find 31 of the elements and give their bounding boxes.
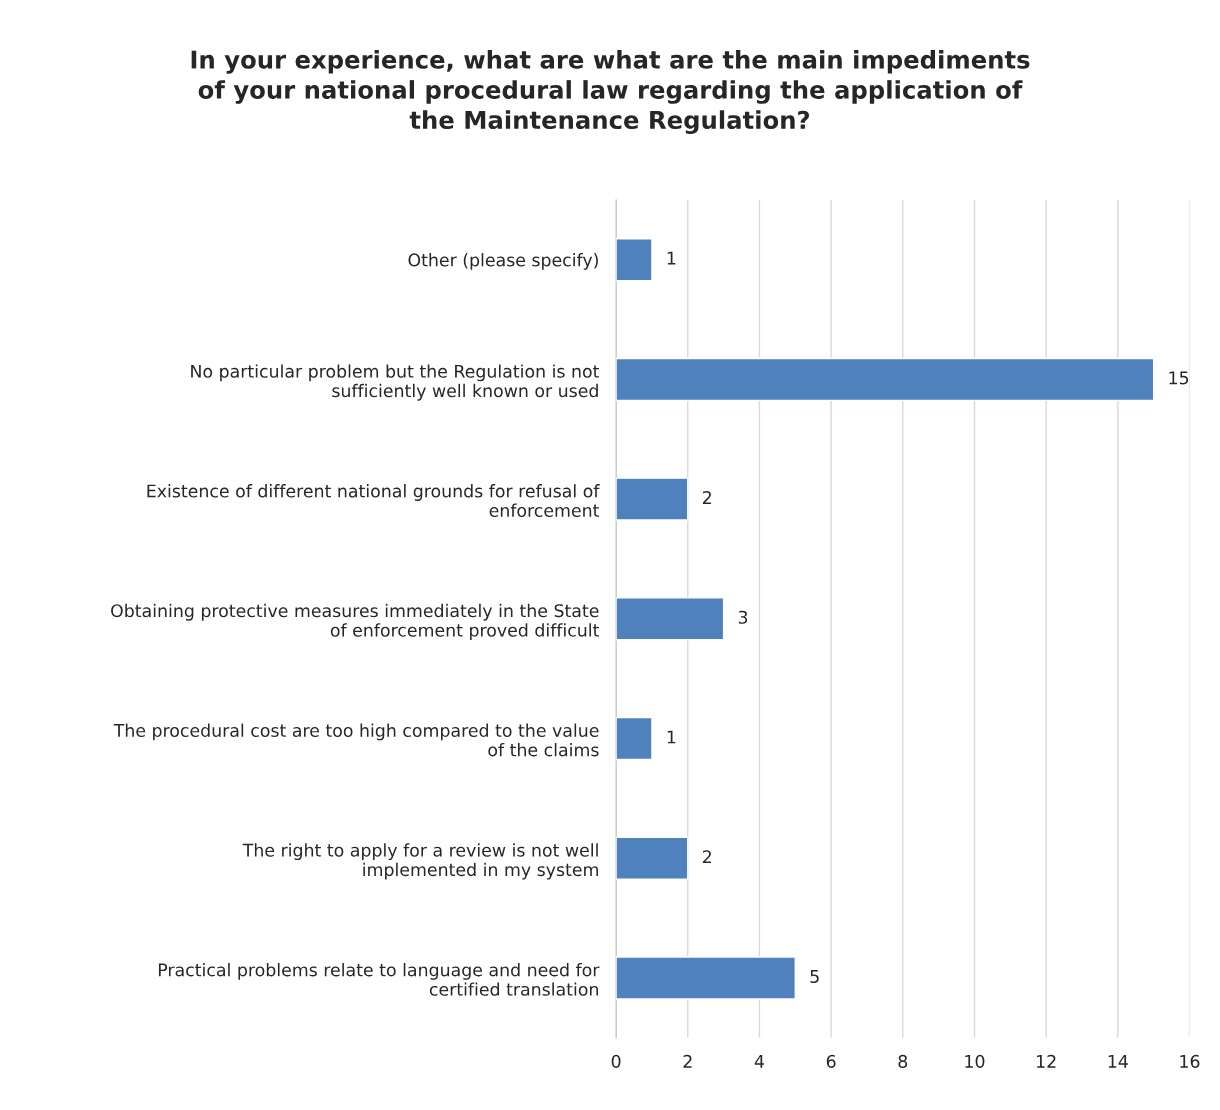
bar [616,477,689,521]
x-tick-label: 16 [1180,1054,1200,1068]
x-tick-label: 10 [965,1054,985,1068]
data-label: 15 [1169,371,1189,385]
x-tick-label: 6 [826,1054,836,1068]
bar [616,597,725,641]
x-tick-label: 0 [611,1054,621,1068]
bar [616,357,1155,402]
bar [616,238,653,282]
data-label: 1 [667,730,676,744]
y-tick-label: The right to apply for a review is not well implemented in my system [242,843,598,880]
y-tick-label: Practical problems relate to language and need for certified translation [158,962,600,996]
x-tick-label: 12 [1037,1054,1056,1068]
chart-title: In your experience, what are what are the main impediments of your national procedural law regarding the application of the Maintenance Regulation? [191,49,1030,135]
y-tick-label: Other (please specify) [408,253,598,270]
data-label: 3 [738,610,748,624]
x-tick-label: 8 [898,1054,908,1068]
bar [616,956,796,1000]
y-tick-label: No particular problem but the Regulation is not sufficiently well known or used [191,364,600,401]
bar [616,836,689,880]
x-tick-label: 4 [754,1055,764,1068]
y-tick-label: The procedural cost are too high compared to the value of the claims [113,723,599,757]
y-tick-label: Obtaining protective measures immediately in the State of enforcement proved difficult [111,603,600,641]
bar [616,716,653,761]
x-tick-label: 14 [1108,1055,1128,1068]
x-tick-label: 2 [683,1054,692,1068]
y-tick-label: Existence of different national grounds for refusal of enforcement [147,484,600,517]
data-label: 2 [702,850,711,864]
data-label: 1 [667,251,676,265]
data-label: 2 [702,491,711,504]
data-label: 5 [810,970,819,984]
